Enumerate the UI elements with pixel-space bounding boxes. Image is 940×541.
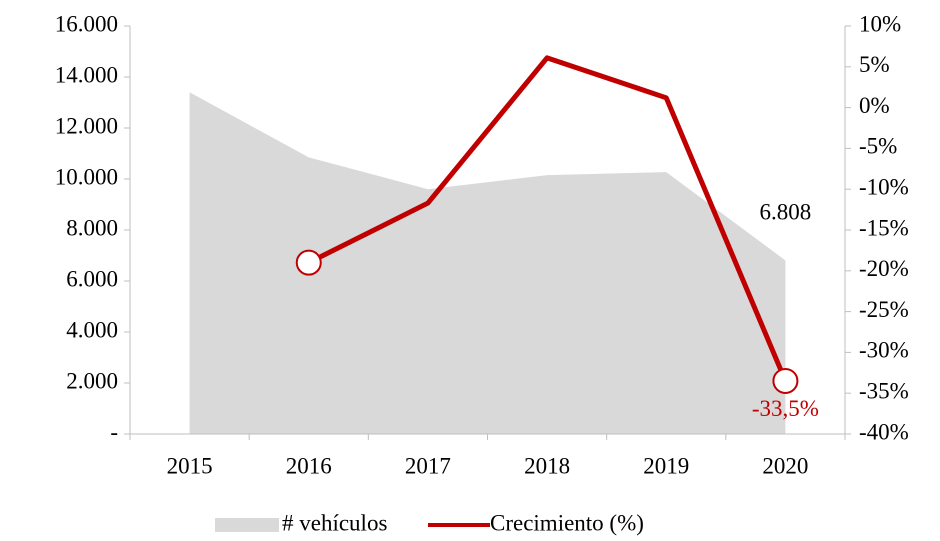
y2-tick-label: -5% — [859, 134, 897, 159]
x-tick-label: 2018 — [524, 453, 570, 478]
value-label: -33,5% — [752, 396, 819, 421]
x-tick-label: 2016 — [286, 453, 332, 478]
line — [307, 55, 788, 382]
y2-tick-label: -10% — [859, 174, 909, 199]
value-label: 6.808 — [760, 200, 812, 225]
y-tick-label: 14.000 — [55, 62, 118, 87]
y2-tick-label: -25% — [859, 297, 909, 322]
y-tick-label: 6.000 — [66, 266, 118, 291]
y2-tick-label: -15% — [859, 215, 909, 240]
y-tick-label: 4.000 — [66, 317, 118, 342]
y-tick-label: 16.000 — [55, 11, 118, 36]
y2-tick-label: 5% — [859, 52, 890, 77]
y2-tick-label: -35% — [859, 378, 909, 403]
legend-label: Crecimiento (%) — [490, 510, 644, 535]
y-tick-label: 2.000 — [66, 368, 118, 393]
x-tick-label: 2020 — [762, 453, 808, 478]
y2-tick-label: 0% — [859, 93, 890, 118]
y-tick-label: 12.000 — [55, 113, 118, 138]
y2-tick-label: 10% — [859, 11, 901, 36]
y2-tick-label: -40% — [859, 419, 909, 444]
legend-swatch — [215, 518, 279, 532]
y-tick-label: 10.000 — [55, 164, 118, 189]
marker — [772, 367, 799, 394]
y-tick-label: 8.000 — [66, 215, 118, 240]
y2-tick-label: -30% — [859, 338, 909, 363]
legend-label: # vehículos — [282, 510, 387, 535]
marker — [295, 249, 322, 276]
x-tick-label: 2017 — [405, 453, 451, 478]
x-tick-label: 2015 — [167, 453, 213, 478]
x-tick-label: 2019 — [643, 453, 689, 478]
y-tick-label: - — [110, 419, 118, 444]
y2-tick-label: -20% — [859, 256, 909, 281]
area — [189, 92, 786, 435]
